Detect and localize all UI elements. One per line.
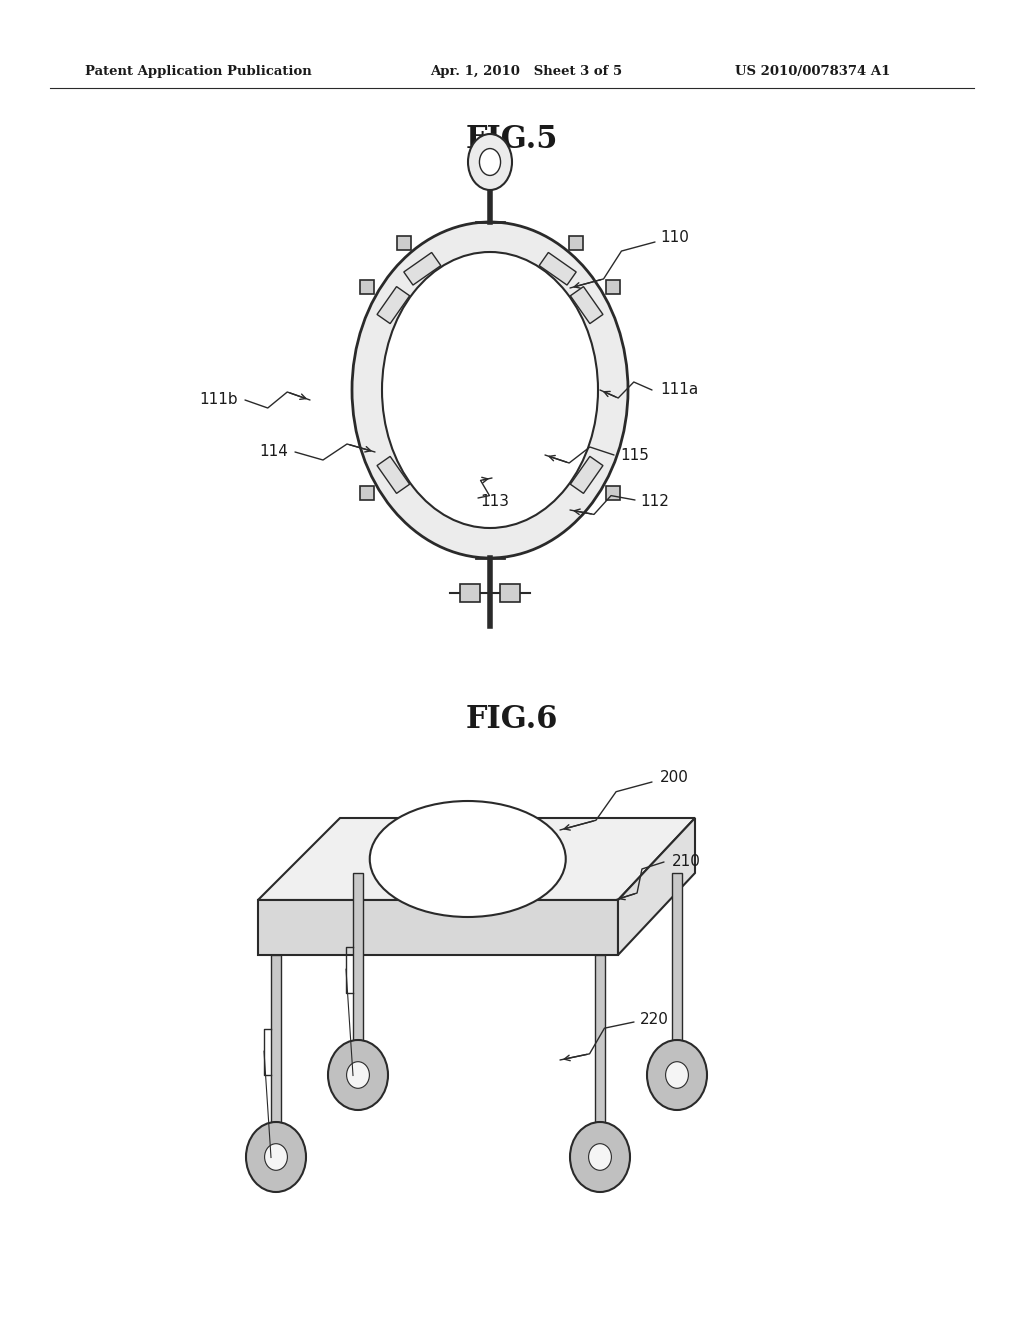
Polygon shape <box>403 252 441 285</box>
Bar <box>606 486 620 500</box>
Polygon shape <box>570 457 603 494</box>
Text: 111b: 111b <box>200 392 238 408</box>
Ellipse shape <box>346 1061 370 1088</box>
Text: FIG.5: FIG.5 <box>466 124 558 156</box>
Text: 210: 210 <box>672 854 700 870</box>
Bar <box>500 583 520 602</box>
Bar <box>360 486 374 500</box>
Ellipse shape <box>666 1061 688 1088</box>
Bar <box>569 235 583 249</box>
Polygon shape <box>377 286 410 323</box>
Bar <box>353 873 362 1059</box>
Ellipse shape <box>246 1122 306 1192</box>
Ellipse shape <box>370 801 565 917</box>
Ellipse shape <box>352 222 628 558</box>
Bar <box>595 954 605 1140</box>
Text: 115: 115 <box>620 447 649 462</box>
Ellipse shape <box>264 1143 288 1171</box>
Text: US 2010/0078374 A1: US 2010/0078374 A1 <box>735 66 891 78</box>
Polygon shape <box>258 900 618 954</box>
Ellipse shape <box>570 1122 630 1192</box>
Polygon shape <box>377 457 410 494</box>
Ellipse shape <box>468 135 512 190</box>
Bar <box>672 873 682 1059</box>
Text: 112: 112 <box>640 495 669 510</box>
Polygon shape <box>570 286 603 323</box>
Bar <box>606 280 620 294</box>
Ellipse shape <box>479 149 501 176</box>
Bar <box>360 280 374 294</box>
Text: Patent Application Publication: Patent Application Publication <box>85 66 311 78</box>
Text: 113: 113 <box>480 495 509 510</box>
Text: 220: 220 <box>640 1012 669 1027</box>
Text: 200: 200 <box>660 771 689 785</box>
Ellipse shape <box>589 1143 611 1171</box>
Text: Apr. 1, 2010   Sheet 3 of 5: Apr. 1, 2010 Sheet 3 of 5 <box>430 66 623 78</box>
Bar <box>271 954 281 1140</box>
Ellipse shape <box>647 1040 707 1110</box>
Text: FIG.6: FIG.6 <box>466 705 558 735</box>
Ellipse shape <box>328 1040 388 1110</box>
Text: 114: 114 <box>259 445 288 459</box>
Polygon shape <box>540 252 577 285</box>
Bar <box>397 235 411 249</box>
Polygon shape <box>258 818 695 900</box>
Bar <box>460 583 480 602</box>
Ellipse shape <box>382 252 598 528</box>
Text: 110: 110 <box>660 231 689 246</box>
Text: 111a: 111a <box>660 383 698 397</box>
Polygon shape <box>618 818 695 954</box>
